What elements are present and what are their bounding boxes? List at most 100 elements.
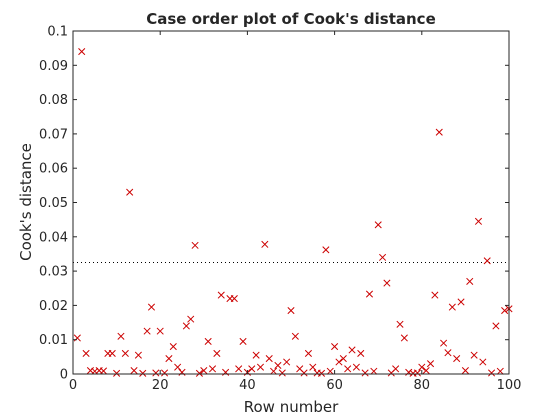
x-tick-label: 40	[239, 378, 256, 393]
data-point-marker	[252, 351, 260, 359]
data-point-marker	[182, 322, 190, 330]
data-point-marker	[287, 306, 295, 315]
data-point-marker	[357, 349, 365, 357]
data-point-marker	[466, 277, 474, 285]
data-point-marker	[200, 367, 208, 375]
data-point-marker	[352, 363, 360, 371]
data-point-marker	[134, 351, 142, 359]
data-point-marker	[108, 349, 116, 357]
data-point-marker	[448, 303, 456, 311]
data-point-marker	[422, 367, 430, 375]
data-point-marker	[261, 240, 269, 248]
data-point-marker	[501, 306, 509, 315]
y-tick-label: 0.1	[47, 25, 68, 40]
y-tick-label: 0.03	[39, 265, 68, 280]
data-point-marker	[361, 369, 369, 377]
data-point-marker	[474, 217, 483, 225]
data-point-marker	[291, 332, 299, 340]
data-point-marker	[496, 367, 504, 375]
data-point-marker	[248, 365, 256, 373]
data-point-marker	[256, 363, 265, 371]
y-tick-label: 0.07	[39, 127, 68, 142]
data-point-marker	[309, 363, 317, 371]
data-point-marker	[283, 358, 291, 366]
data-point-marker	[400, 334, 408, 342]
data-point-marker	[488, 369, 496, 377]
data-point-marker	[492, 322, 500, 330]
data-point-marker	[165, 355, 173, 363]
data-point-marker	[187, 315, 195, 323]
data-point-marker	[300, 369, 308, 377]
y-tick-label: 0.06	[39, 162, 68, 177]
y-axis-label: Cook's distance	[17, 143, 35, 261]
x-axis-label: Row number	[244, 398, 339, 416]
data-point-marker	[78, 48, 86, 56]
data-point-marker	[121, 349, 129, 357]
x-tick-label: 100	[497, 378, 522, 393]
data-point-marker	[383, 279, 391, 287]
data-point-marker	[265, 355, 273, 363]
data-point-marker	[370, 367, 378, 375]
data-point-marker	[161, 369, 169, 377]
data-point-marker	[374, 221, 382, 229]
data-point-marker	[152, 369, 160, 377]
data-point-marker	[191, 241, 199, 249]
data-point-marker	[392, 365, 400, 373]
data-point-marker	[147, 303, 156, 311]
data-point-marker	[365, 290, 374, 298]
x-tick-label: 0	[69, 378, 77, 393]
data-point-marker	[470, 351, 478, 359]
data-point-marker	[143, 327, 151, 335]
data-point-marker	[213, 349, 221, 357]
data-point-marker	[239, 337, 247, 345]
data-point-marker	[435, 128, 443, 136]
data-point-marker	[413, 369, 421, 377]
data-point-marker	[235, 365, 243, 373]
x-axis-ticks: 0 20 40 60 80 100	[69, 31, 522, 393]
data-point-marker	[195, 369, 203, 377]
data-point-marker	[274, 361, 282, 369]
y-tick-label: 0.02	[39, 299, 68, 314]
data-point-marker	[483, 257, 491, 265]
data-point-marker	[339, 355, 347, 363]
data-point-marker	[126, 188, 134, 196]
data-point-marker	[130, 367, 138, 375]
data-point-marker	[82, 349, 90, 357]
y-tick-label: 0.04	[39, 230, 68, 245]
y-axis-ticks: 0 0.01 0.02 0.03 0.04 0.05 0.06 0.07 0.08 0.09 0.1	[39, 25, 509, 383]
data-point-marker	[348, 346, 356, 354]
data-point-marker	[453, 355, 461, 363]
plot-area	[73, 31, 509, 374]
data-point-marker	[331, 343, 339, 351]
data-point-marker	[99, 367, 108, 375]
data-point-marker	[139, 369, 147, 377]
x-tick-label: 60	[326, 378, 343, 393]
data-point-marker	[117, 332, 125, 340]
data-point-marker	[326, 367, 334, 375]
data-point-marker	[156, 327, 164, 335]
data-point-marker	[217, 291, 225, 299]
data-point-marker	[278, 369, 286, 377]
data-point-marker	[230, 294, 238, 303]
data-point-marker	[426, 360, 435, 368]
data-point-marker	[440, 339, 448, 347]
y-tick-label: 0	[60, 368, 68, 383]
y-tick-label: 0.05	[39, 196, 68, 211]
data-point-marker	[174, 363, 182, 371]
data-markers	[73, 48, 513, 377]
data-point-marker	[444, 349, 452, 357]
data-point-marker	[208, 365, 217, 373]
x-tick-label: 20	[152, 378, 169, 393]
data-point-marker	[431, 291, 439, 299]
y-tick-label: 0.09	[39, 59, 68, 74]
data-point-marker	[322, 246, 330, 254]
data-point-marker	[204, 337, 212, 345]
data-point-marker	[461, 367, 469, 375]
data-point-marker	[379, 253, 387, 261]
data-point-marker	[113, 369, 121, 377]
data-point-marker	[270, 367, 278, 375]
data-point-marker	[344, 365, 352, 373]
data-point-marker	[335, 358, 343, 366]
x-tick-label: 80	[414, 378, 431, 393]
data-point-marker	[396, 320, 404, 328]
